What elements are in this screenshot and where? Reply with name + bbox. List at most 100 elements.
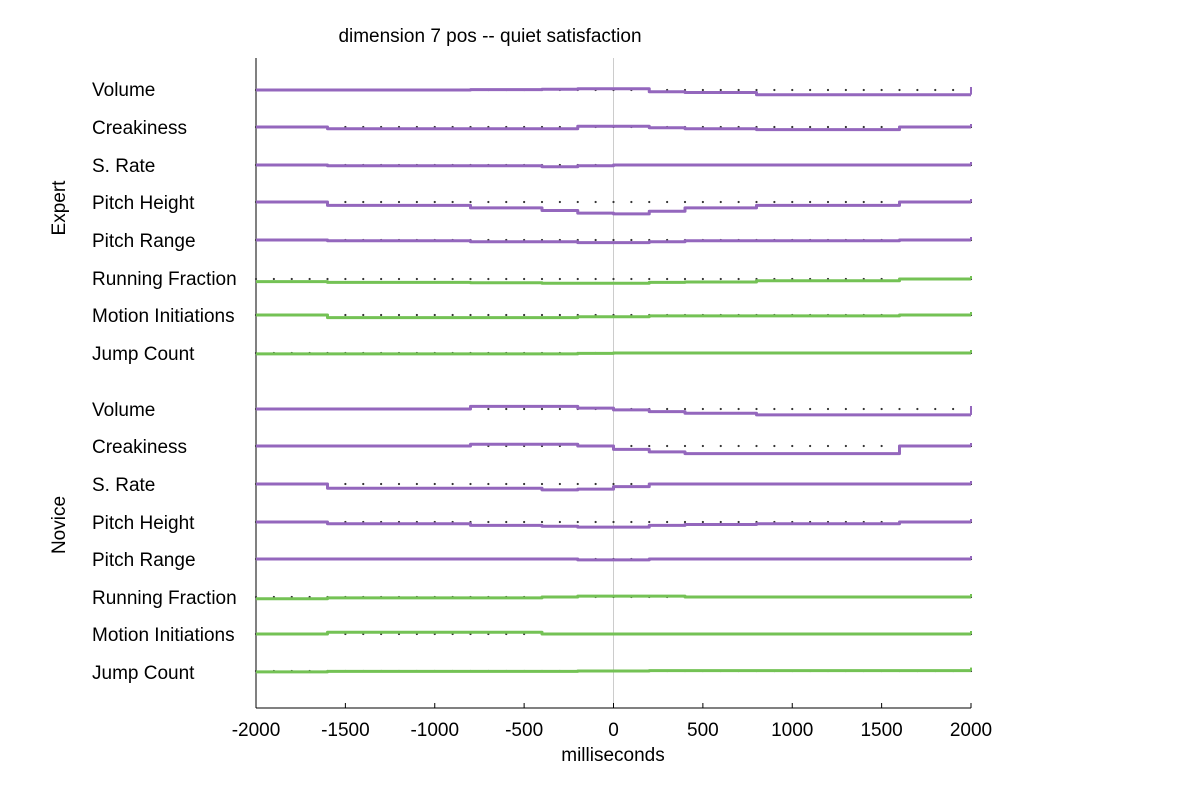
baseline-dot — [505, 313, 508, 317]
baseline-dot — [433, 200, 436, 204]
group-label-expert: Expert — [49, 180, 70, 236]
baseline-dot — [737, 520, 740, 524]
baseline-dot — [898, 88, 901, 92]
baseline-dot — [934, 407, 937, 411]
baseline-dot — [397, 313, 401, 317]
baseline-dot — [558, 407, 561, 411]
baseline-dot — [540, 313, 544, 317]
baseline-dot — [362, 277, 365, 281]
baseline-dot — [648, 520, 651, 524]
x-tick-label: 0 — [608, 720, 619, 741]
series-line-expert-motion-initiations — [256, 313, 971, 320]
baseline-dot — [952, 88, 955, 92]
x-axis: -2000 -1500 -1000 -500 0 500 1000 1500 2000 — [232, 703, 992, 741]
series-line-expert-creakiness — [256, 124, 971, 132]
baseline-dot — [558, 482, 561, 486]
baseline-dot — [594, 200, 597, 204]
baseline-dot — [826, 444, 830, 448]
baseline-dot — [773, 444, 776, 448]
baseline-dot — [648, 444, 651, 448]
row-label-expert-pitch-height: Pitch Height — [92, 193, 195, 214]
baseline-dot — [719, 88, 722, 92]
grid-layer — [255, 58, 614, 708]
series-line-novice-pitch-range — [256, 557, 971, 562]
baseline-dot — [576, 200, 579, 204]
baseline-dot — [451, 313, 454, 317]
x-tick-label: 2000 — [950, 720, 992, 741]
baseline-dot — [487, 520, 490, 524]
baseline-dot — [344, 482, 347, 486]
series-line-novice-running-fraction — [256, 594, 971, 601]
baseline-dot — [558, 313, 561, 317]
baseline-dot — [344, 200, 347, 204]
series-line-novice-s-rate — [256, 482, 971, 492]
baseline-dot — [469, 200, 472, 204]
baseline-dot — [469, 482, 472, 486]
row-label-expert-motion-initiations: Motion Initiations — [92, 306, 235, 327]
baseline-dot — [433, 313, 436, 317]
baseline-dot — [523, 200, 526, 204]
x-tick-label: -1000 — [410, 720, 459, 741]
baseline-dot — [433, 482, 436, 486]
baseline-dot — [862, 125, 865, 129]
series-line-expert-pitch-range — [256, 238, 971, 245]
baseline-dot — [380, 482, 383, 486]
baseline-dot — [916, 88, 919, 92]
baseline-dot — [380, 200, 383, 204]
baseline-dot — [809, 444, 812, 448]
baseline-dot — [362, 200, 365, 204]
baseline-dot — [862, 407, 865, 411]
baseline-dot — [505, 277, 508, 281]
baseline-dot — [791, 200, 794, 204]
baseline-dot — [862, 444, 865, 448]
baseline-dot — [540, 277, 544, 281]
baseline-dot — [612, 200, 615, 204]
baseline-dot — [809, 125, 812, 129]
baseline-dot — [487, 313, 490, 317]
series-line-expert-s-rate — [256, 163, 971, 169]
baseline-dot — [612, 482, 615, 486]
baseline-dot — [880, 200, 883, 204]
series-line-expert-pitch-height — [256, 200, 971, 216]
series-layer — [256, 87, 972, 674]
baseline-dot — [755, 88, 758, 92]
x-tick-label: -2000 — [232, 720, 281, 741]
series-line-expert-jump-count — [256, 351, 971, 356]
baseline-dot — [523, 277, 526, 281]
baseline-dot — [487, 482, 490, 486]
row-label-expert-creakiness: Creakiness — [92, 118, 188, 139]
baseline-dot — [576, 482, 579, 486]
baseline-dot — [737, 200, 740, 204]
baseline-dot — [576, 520, 579, 524]
baseline-dot — [791, 444, 794, 448]
baseline-dot — [523, 482, 526, 486]
baseline-dot — [844, 88, 847, 92]
baseline-dot — [451, 482, 454, 486]
row-label-expert-jump-count: Jump Count — [92, 344, 195, 365]
baseline-dot — [451, 277, 454, 281]
baseline-dot — [630, 444, 633, 448]
baseline-dot — [773, 125, 776, 129]
baseline-dot — [666, 520, 669, 524]
baseline-dot — [272, 277, 275, 281]
row-label-novice-volume: Volume — [92, 400, 156, 421]
baseline-dot — [880, 125, 883, 129]
baseline-dot — [666, 277, 669, 281]
baseline-dot — [809, 200, 812, 204]
baseline-dot — [594, 277, 597, 281]
baseline-dot — [630, 520, 633, 524]
baseline-dot — [362, 482, 365, 486]
x-tick-label: 1000 — [771, 720, 813, 741]
baseline-dot — [791, 125, 794, 129]
baseline-dot — [594, 238, 597, 242]
baseline-dot — [433, 277, 436, 281]
baseline-dot — [505, 407, 508, 411]
baseline-dot — [505, 520, 508, 524]
series-line-expert-volume — [256, 87, 971, 97]
group-label-novice: Novice — [49, 495, 70, 555]
baseline-dot — [737, 407, 740, 411]
baseline-dot — [630, 482, 633, 486]
baseline-dot — [755, 200, 758, 204]
baseline-dot — [487, 407, 490, 411]
